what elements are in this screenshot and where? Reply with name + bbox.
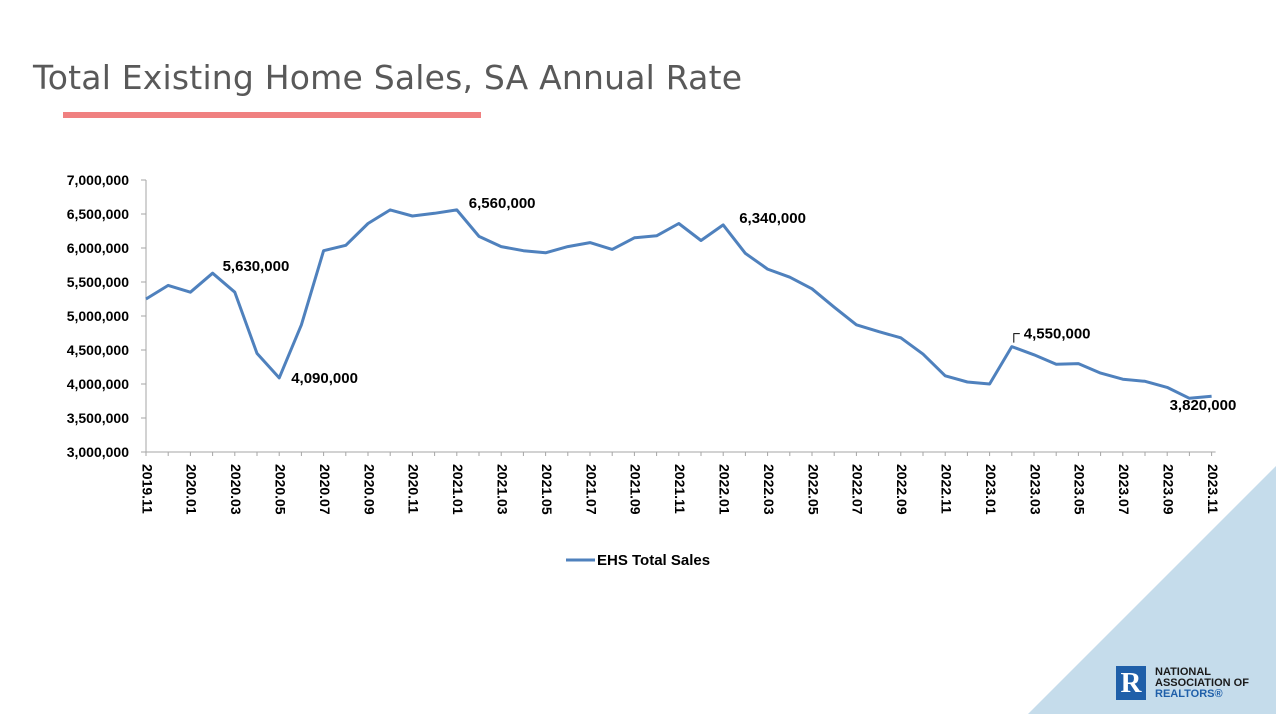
logo-letter: R bbox=[1120, 667, 1142, 699]
x-tick-label: 2021.07 bbox=[583, 464, 599, 515]
y-tick-label: 3,000,000 bbox=[67, 444, 129, 460]
y-tick-label: 5,000,000 bbox=[67, 308, 129, 324]
y-axis: 3,000,000 3,500,000 4,000,000 4,500,000 5,00… bbox=[67, 172, 147, 460]
x-tick-label: 2022.03 bbox=[761, 464, 777, 515]
x-tick-label: 2021.01 bbox=[450, 464, 466, 515]
y-tick-label: 6,500,000 bbox=[67, 206, 129, 222]
x-tick-label: 2020.11 bbox=[406, 464, 422, 514]
logo-line-3: REALTORS® bbox=[1155, 687, 1223, 700]
data-label: 5,630,000 bbox=[223, 258, 290, 275]
logo-line-1: NATIONAL bbox=[1155, 665, 1212, 678]
x-tick-label: 2020.07 bbox=[317, 464, 333, 515]
nar-logo: R NATIONAL ASSOCIATION OF REALTORS® bbox=[1116, 665, 1249, 701]
x-tick-label: 2020.03 bbox=[228, 464, 244, 515]
series-line-ehs-total-sales bbox=[145, 208, 1212, 400]
y-tick-label: 3,500,000 bbox=[67, 410, 129, 426]
y-tick-label: 4,500,000 bbox=[67, 342, 129, 358]
data-label: 3,820,000 bbox=[1170, 397, 1237, 414]
x-tick-label: 2022.05 bbox=[805, 464, 821, 515]
data-label: 4,090,000 bbox=[291, 370, 358, 387]
realtor-r-logo-icon: R bbox=[1116, 666, 1146, 700]
x-tick-label: 2022.11 bbox=[938, 464, 954, 514]
x-tick-label: 2020.01 bbox=[184, 464, 200, 515]
x-tick-label: 2020.05 bbox=[272, 464, 288, 515]
x-tick-label: 2022.09 bbox=[894, 464, 910, 515]
leader-line bbox=[1013, 333, 1020, 343]
y-tick-label: 5,500,000 bbox=[67, 274, 129, 290]
x-tick-label: 2022.01 bbox=[716, 464, 732, 515]
x-tick-label: 2020.09 bbox=[361, 464, 377, 515]
logo-line-2: ASSOCIATION OF bbox=[1155, 676, 1249, 689]
y-tick-label: 7,000,000 bbox=[67, 172, 129, 188]
annotation-group: 5,630,000 4,090,000 6,560,000 6,340,000 4,55… bbox=[223, 195, 1237, 414]
legend-label: EHS Total Sales bbox=[597, 552, 710, 569]
title-underline bbox=[63, 112, 481, 118]
x-tick-label: 2021.11 bbox=[672, 464, 688, 514]
x-tick-label: 2021.05 bbox=[539, 464, 555, 515]
data-label: 6,560,000 bbox=[469, 195, 536, 212]
data-label: 4,550,000 bbox=[1024, 326, 1091, 343]
slide-title: Total Existing Home Sales, SA Annual Rat… bbox=[33, 58, 743, 97]
logo-text: NATIONAL ASSOCIATION OF REALTORS® bbox=[1155, 665, 1249, 700]
legend: EHS Total Sales bbox=[566, 552, 710, 569]
corner-decoration bbox=[1028, 466, 1276, 714]
x-tick-label: 2021.03 bbox=[494, 464, 510, 515]
series-group bbox=[145, 208, 1212, 400]
x-tick-label: 2019.11 bbox=[139, 464, 155, 514]
y-tick-label: 6,000,000 bbox=[67, 240, 129, 256]
x-tick-label: 2022.07 bbox=[850, 464, 866, 515]
y-tick-label: 4,000,000 bbox=[67, 376, 129, 392]
data-label: 6,340,000 bbox=[739, 210, 806, 227]
x-tick-label: 2023.01 bbox=[983, 464, 999, 515]
x-tick-label: 2021.09 bbox=[628, 464, 644, 515]
